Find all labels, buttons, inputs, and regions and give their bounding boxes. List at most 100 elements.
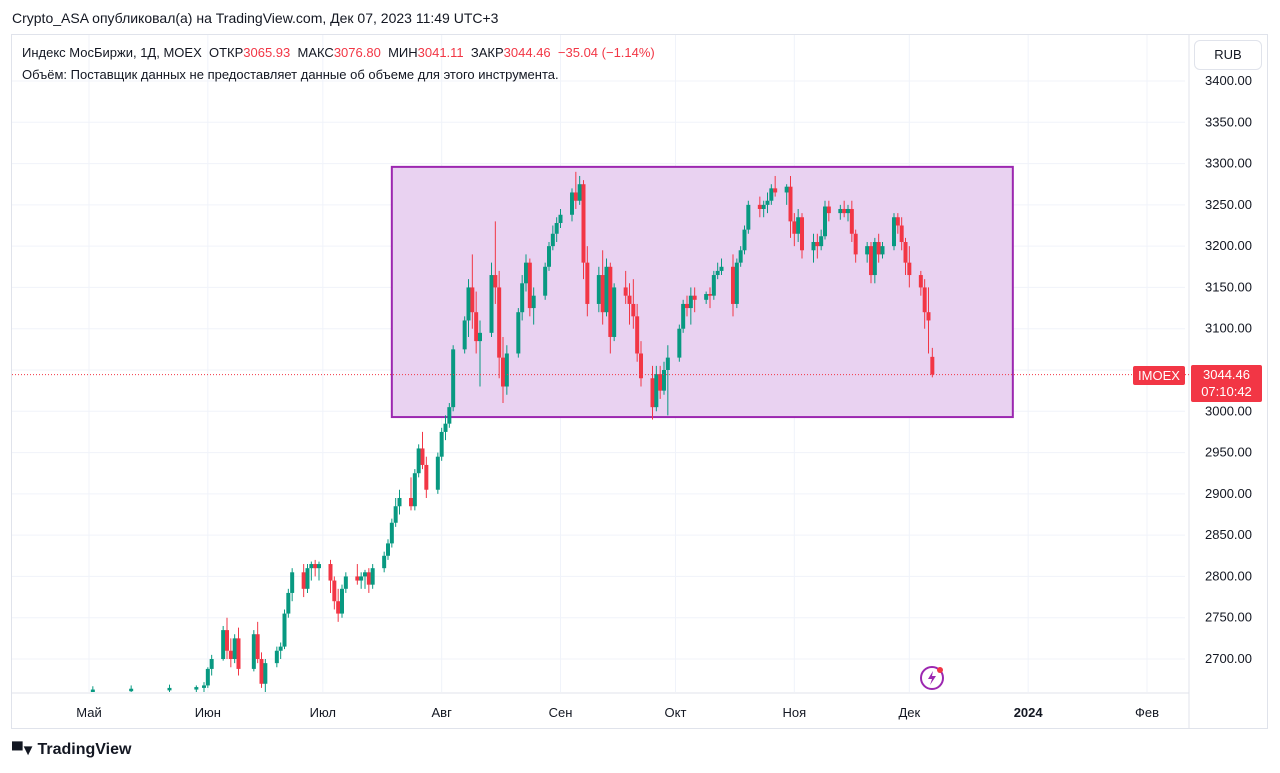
candle-body [439, 431, 444, 457]
candle [815, 233, 820, 259]
candle-body [236, 638, 241, 669]
candle [581, 180, 586, 280]
candle [489, 262, 494, 337]
candle-body [715, 270, 720, 276]
candle [416, 444, 421, 478]
y-tick-label: 3200.00 [1205, 238, 1252, 253]
candle-body [462, 320, 467, 350]
candle [838, 204, 843, 220]
tradingview-logo[interactable]: ▀▼ TradingView [12, 741, 131, 759]
candle [332, 576, 337, 610]
candle [478, 320, 482, 387]
candle-body [389, 522, 394, 544]
candle [865, 242, 870, 263]
candle-body [382, 555, 387, 569]
candle-body [662, 370, 666, 391]
candle-body [654, 374, 659, 408]
chart-frame [11, 34, 1268, 729]
candle [711, 270, 716, 300]
candle [800, 213, 804, 259]
candle-body [731, 266, 735, 304]
candle-body [765, 200, 770, 205]
candle [382, 551, 387, 573]
range-box-layer [390, 165, 1014, 419]
candle [826, 200, 831, 222]
candle [734, 258, 739, 309]
candle-body [895, 217, 900, 226]
currency-button[interactable]: RUB [1194, 40, 1262, 70]
last-price-tag: 3044.46 07:10:42 [1191, 365, 1262, 402]
x-tick-label: Июл [310, 705, 336, 720]
candle-body [274, 650, 279, 664]
candle-body [635, 316, 640, 354]
candle [811, 233, 816, 263]
candle-body [872, 242, 877, 276]
x-tick-label: Дек [898, 705, 920, 720]
candle-body [424, 464, 429, 490]
candle [228, 638, 233, 668]
candle-body [489, 275, 494, 333]
candle-body [627, 295, 632, 304]
candle-body [328, 564, 333, 581]
candle-body [221, 630, 226, 659]
candle-body [899, 225, 904, 243]
candle [930, 347, 935, 378]
open-value: 3065.93 [243, 45, 291, 60]
candle [623, 270, 628, 304]
x-tick-label: Окт [665, 705, 687, 720]
candle [639, 341, 643, 387]
candle [286, 588, 291, 618]
ohlc-legend: Индекс МосБиржи, 1Д, MOEX ОТКР3065.93 МА… [22, 45, 655, 60]
candle-body [604, 266, 609, 313]
candle [577, 175, 582, 205]
candle [531, 287, 536, 325]
high-label: МАКС [297, 45, 334, 60]
y-tick-label: 3000.00 [1205, 403, 1252, 418]
candle-body [543, 266, 548, 296]
candle-body [769, 188, 774, 201]
candle-body [397, 497, 402, 507]
candle [470, 254, 475, 329]
candle [355, 564, 360, 585]
range-box[interactable] [390, 165, 1014, 419]
y-tick-label: 3250.00 [1205, 197, 1252, 212]
candle [746, 200, 751, 234]
candle-body [708, 294, 712, 296]
tv-logo-icon: ▀▼ [12, 741, 36, 759]
candle [765, 192, 770, 214]
candle-body [305, 568, 310, 589]
candle [424, 456, 429, 498]
candle-body [370, 568, 375, 585]
candle [504, 345, 509, 395]
candle-body [811, 242, 816, 251]
candle [209, 654, 214, 676]
candle-body [547, 246, 551, 267]
candle [462, 316, 467, 354]
candle-body [558, 214, 563, 224]
candle [704, 291, 709, 304]
candle [278, 642, 283, 659]
lightning-icon[interactable] [919, 665, 945, 691]
candle-body [317, 564, 321, 569]
candle [340, 584, 344, 618]
x-tick-label: Ноя [782, 705, 806, 720]
candle [880, 242, 885, 259]
candle-body [516, 312, 521, 354]
candle [393, 497, 398, 527]
candle-body [336, 601, 341, 614]
candle-body [704, 294, 709, 300]
candle-body [501, 357, 505, 387]
candle [305, 564, 310, 593]
candle [412, 469, 417, 511]
candle [301, 564, 306, 598]
candle [853, 229, 858, 263]
candle [547, 242, 551, 271]
countdown-value: 07:10:42 [1201, 384, 1252, 399]
candle [757, 196, 762, 218]
candle-body [301, 572, 306, 589]
candle-body [570, 192, 574, 215]
candle-body [478, 332, 482, 342]
candle-body [639, 353, 643, 379]
candle-body [585, 262, 590, 304]
